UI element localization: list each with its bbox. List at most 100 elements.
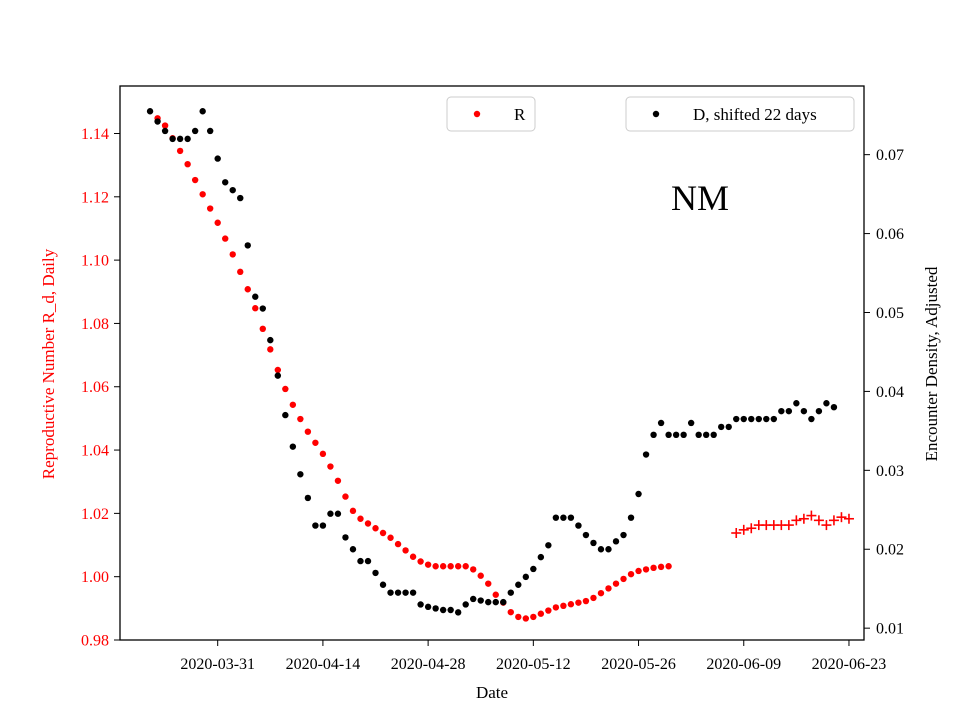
r-projected-point [843,513,854,524]
r-projected-point [746,523,757,534]
d-shifted-22-days-point [560,514,567,521]
x-tick-label: 2020-04-28 [391,656,466,673]
d-shifted-22-days-point [808,415,815,423]
y-right-tick-label: 0.07 [876,147,904,164]
r-point [274,366,282,374]
r-point [402,547,409,554]
d-shifted-22-days-point [612,538,620,545]
d-shifted-22-days-point [582,531,590,539]
r-point [567,601,575,608]
d-shifted-22-days-point [657,419,665,427]
r-point [454,563,462,570]
r-point [665,563,672,570]
r-projected-point [731,527,742,538]
y-left-tick-label: 0.98 [81,633,109,650]
r-point [552,604,560,611]
r-point [297,415,304,423]
r-point [289,401,297,408]
r-point [199,191,206,198]
r-projected-point [806,510,817,521]
r-point [485,580,492,587]
d-shifted-22-days-point [402,589,409,596]
legend-d-label: D, shifted 22 days [693,105,817,124]
d-shifted-22-days-point [394,589,402,596]
d-shifted-22-days-point [267,336,274,344]
y-left-tick-label: 1.08 [81,316,109,333]
r-point [432,563,439,570]
r-point [492,591,499,598]
y-right-tick-label: 0.05 [876,305,904,322]
r-point [612,580,620,587]
d-shifted-22-days-point [755,415,762,423]
d-shifted-22-days-point [387,589,394,596]
r-projected-point [821,520,832,531]
r-point [620,575,627,583]
d-shifted-22-days-point [304,494,312,502]
d-shifted-22-days-point [635,490,642,498]
d-shifted-22-days-point [176,135,184,143]
d-shifted-22-days-point [364,557,372,565]
legend-r-marker [473,110,481,118]
d-shifted-22-days-point [575,522,582,529]
r-point [394,540,402,548]
d-shifted-22-days-point [237,194,244,202]
r-point [252,305,259,312]
d-shifted-22-days-point [229,186,236,194]
d-shifted-22-days-point [492,598,499,606]
d-shifted-22-days-point [500,598,507,606]
d-shifted-22-days-point [191,127,199,135]
legend-r-label: R [514,105,526,124]
r-point [222,235,229,242]
d-shifted-22-days-point [627,514,635,521]
plot-frame [119,85,865,641]
d-shifted-22-days-point [297,471,304,478]
d-shifted-22-days-point [222,179,229,186]
d-shifted-22-days-point [169,135,176,143]
d-shifted-22-days-point [718,423,725,431]
d-shifted-22-days-point [447,606,454,614]
r-point [462,563,469,570]
d-shifted-22-days-point [702,431,710,439]
y-left-tick-label: 1.12 [81,189,109,206]
r-point [597,589,605,597]
r-point [334,477,342,484]
d-shifted-22-days-point [319,522,327,529]
x-tick-label: 2020-06-23 [812,656,887,673]
r-point [387,534,394,541]
r-point [206,205,214,212]
d-shifted-22-days-point [454,609,462,616]
y-left-tick-label: 1.14 [81,126,109,143]
d-shifted-22-days-point [530,565,537,573]
r-point [184,160,191,168]
marks-layer [146,108,854,622]
r-point [191,176,199,184]
r-point [635,567,642,575]
r-projected-point [828,515,839,526]
x-tick-label: 2020-03-31 [180,656,255,673]
d-shifted-22-days-point [462,601,469,608]
x-tick-label: 2020-06-09 [706,656,781,673]
r-point [417,558,424,565]
r-point [530,613,537,621]
d-shifted-22-days-point [567,514,575,521]
d-shifted-22-days-point [537,553,545,561]
d-shifted-22-days-point [289,443,297,450]
x-tick-label: 2020-05-26 [601,656,676,673]
y-axis-label-right: Encounter Density, Adjusted [922,266,941,461]
r-projected-point [836,512,847,523]
y-left-tick-label: 1.02 [81,506,109,523]
d-shifted-22-days-point [740,415,747,423]
legend-r-box [446,96,536,132]
r-point [244,286,251,293]
d-shifted-22-days-point [282,411,289,419]
r-point [522,615,530,622]
legend-d-box [625,96,855,132]
r-point [590,594,597,602]
d-shifted-22-days-point [244,242,251,249]
r-point [364,520,372,527]
y-left-tick-label: 1.10 [81,253,109,270]
r-point [319,450,327,458]
r-point [650,564,657,572]
d-shifted-22-days-point [312,522,319,529]
